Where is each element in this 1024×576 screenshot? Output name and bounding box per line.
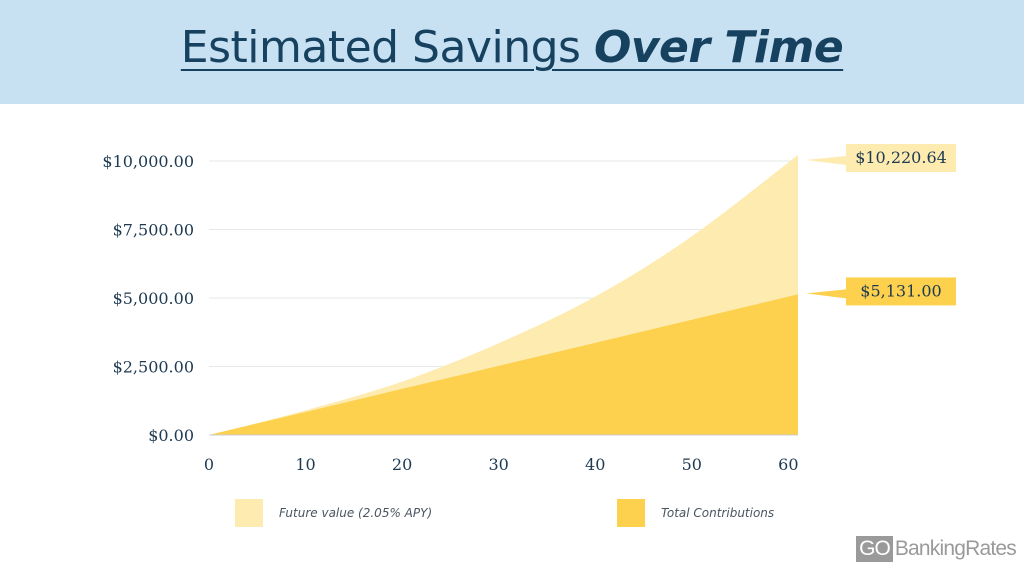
area-series-1 <box>209 294 798 435</box>
logo-bankingrates: BankingRates <box>894 537 1017 560</box>
title-banner <box>0 0 1024 104</box>
title-emphasis: Over Time <box>593 22 844 73</box>
x-tick-label: 0 <box>204 455 214 474</box>
x-tick-label: 60 <box>778 455 798 474</box>
legend-label-future-value: Future value (2.05% APY) <box>279 506 433 520</box>
logo-go: GO <box>856 536 893 562</box>
y-tick-label: $0.00 <box>148 426 194 445</box>
annotation-box <box>846 277 956 306</box>
annotation-label: $5,131.00 <box>860 281 941 300</box>
y-tick-label: $10,000.00 <box>102 152 194 171</box>
y-tick-label: $7,500.00 <box>113 221 194 240</box>
x-tick-label: 20 <box>392 455 412 474</box>
y-tick-label: $5,000.00 <box>113 289 194 308</box>
legend-item-future-value: Future value (2.05% APY) <box>235 499 432 527</box>
gobankingrates-logo: GO BankingRates <box>856 535 1017 563</box>
page-title: Estimated Savings Over Time <box>0 22 1024 73</box>
x-tick-label: 30 <box>488 455 508 474</box>
x-tick-label: 10 <box>295 455 315 474</box>
x-tick-label: 40 <box>585 455 605 474</box>
annotation-box <box>846 144 956 172</box>
annotation-label: $10,220.64 <box>855 148 947 167</box>
x-tick-label: 50 <box>682 455 702 474</box>
annotation-pointer <box>806 156 846 165</box>
legend-item-total-contributions: Total Contributions <box>617 499 774 527</box>
title-main: Estimated Savings <box>180 22 594 73</box>
legend-label-total-contributions: Total Contributions <box>661 506 775 520</box>
annotation-pointer <box>806 289 846 299</box>
legend-swatch-future-value <box>235 499 263 527</box>
y-tick-label: $2,500.00 <box>113 358 194 377</box>
legend-swatch-total-contributions <box>617 499 645 527</box>
